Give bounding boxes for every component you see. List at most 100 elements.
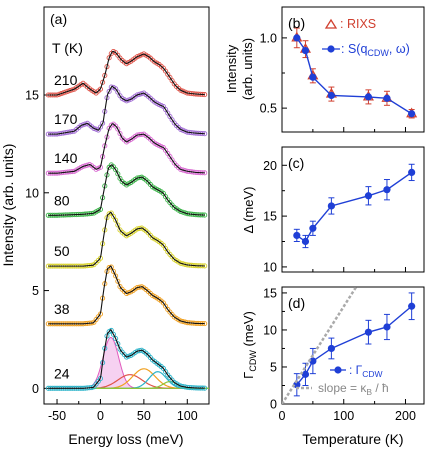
spectrum-point: [97, 124, 103, 130]
data-point: [408, 110, 416, 118]
spectrum-point: [108, 327, 114, 334]
panel-a-content: -50 0 50 100 0 5 10 15 210 170 140 80 50 38 24: [25, 48, 209, 423]
spectrum-point: [106, 88, 112, 95]
panel-d-xlabel: Temperature (K): [302, 431, 403, 447]
spectrum-fit-line: [48, 50, 205, 96]
ytick-label: 0.5: [260, 102, 277, 116]
spectrum-point: [60, 90, 67, 96]
panel-a-ylabel: Intensity (arb. units): [0, 144, 16, 267]
spectrum-point: [63, 89, 69, 95]
spectrum-point: [100, 120, 106, 126]
spectrum-point: [136, 91, 143, 97]
spectrum-point: [110, 268, 117, 274]
temperature-label: 140: [54, 150, 78, 166]
spectrum-point: [100, 79, 106, 85]
spectrum-point: [113, 273, 119, 279]
temperature-label: 210: [54, 72, 78, 88]
reference-line: [282, 287, 358, 404]
spectrum-point: [80, 163, 86, 169]
spectrum-point: [58, 90, 64, 97]
ytick-label: 20: [263, 159, 277, 173]
legend-gamma-marker: [334, 366, 342, 374]
spectrum-point: [178, 208, 184, 215]
ytick-label: 10: [263, 323, 277, 337]
plot-area: [282, 287, 416, 404]
panel-a-label: (a): [50, 11, 67, 27]
ytick-label: 0: [270, 398, 277, 412]
temperature-label: 50: [54, 243, 70, 259]
data-point: [301, 370, 310, 378]
spectrum-fit-line: [48, 85, 205, 135]
panel-d-frame: [281, 286, 425, 405]
legend-s-marker: [327, 45, 335, 53]
panel-d-label: (d): [288, 295, 305, 311]
data-point: [364, 192, 373, 200]
panel-d-legend: : ΓCDW slope = κB / ħ: [296, 363, 389, 397]
data-point: [327, 344, 335, 353]
panel-a-xtick-label: -50: [48, 409, 66, 423]
data-point: [383, 323, 391, 331]
spectrum-point: [113, 336, 119, 342]
data-point: [364, 93, 373, 101]
panel-a-xlabel: Energy loss (meV): [68, 431, 183, 447]
spectrum-point: [180, 209, 186, 215]
spectrum-point: [97, 86, 103, 92]
spectrum-point: [67, 88, 73, 94]
panel-c-label: (c): [288, 155, 304, 171]
panel-b-ylabel: Intensity(arb. units): [224, 38, 255, 100]
ytick-label: 1.0: [260, 31, 277, 45]
panel-b-legend: : RIXS : S(qCDW, ω): [322, 17, 410, 58]
ytick-label: 15: [263, 210, 277, 224]
data-point: [309, 73, 317, 81]
spectrum-point: [134, 92, 140, 98]
data-point: [293, 231, 301, 240]
spectrum-point: [115, 222, 121, 228]
data-point: [309, 357, 317, 365]
legend-gamma-label: : ΓCDW: [349, 363, 383, 379]
spectrum-point: [115, 278, 121, 284]
spectrum-point: [115, 89, 121, 95]
temperature-label: 24: [54, 365, 70, 381]
xtick-label: 200: [395, 409, 416, 423]
temperature-label: 38: [54, 301, 70, 317]
data-point: [327, 91, 335, 100]
component-fill-24k: [91, 337, 209, 389]
spectrum-point: [163, 106, 169, 113]
ytick-label: 15: [263, 286, 277, 300]
panel-c-content: 10 15 20: [263, 159, 416, 274]
panel-d-ylabel: ΓCDW (meV): [241, 311, 258, 379]
data-point: [301, 237, 310, 246]
temperature-label: 80: [54, 192, 70, 208]
panel-a-frame: [43, 6, 210, 405]
spectrum-point: [80, 122, 86, 128]
panel-a-ytick-label: 10: [25, 186, 39, 200]
legend-rixs-label: : RIXS: [340, 17, 376, 31]
spectrum-point: [110, 213, 117, 219]
panel-a-xtick-label: 50: [137, 409, 151, 423]
spectrum-point: [180, 167, 186, 173]
data-point: [408, 168, 416, 177]
spectrum-fit-line: [48, 265, 205, 325]
spectrum-point: [69, 87, 75, 93]
xtick-label: 100: [333, 409, 354, 423]
temperature-label: 170: [54, 111, 78, 127]
panel-a-ytick-label: 5: [32, 284, 39, 298]
data-point: [293, 381, 301, 389]
data-point: [383, 186, 391, 194]
data-point: [327, 202, 335, 210]
panel-b-content: 0.5 1.0: [260, 27, 418, 132]
spectrum-point: [56, 91, 62, 97]
plot-area: [291, 27, 418, 119]
ytick-label: 10: [263, 260, 277, 274]
data-point: [309, 224, 317, 232]
spectrum-point: [110, 331, 117, 337]
spectrum-point: [113, 167, 119, 173]
panel-a-ytick-label: 0: [32, 382, 39, 396]
panel-b-frame: [281, 6, 425, 133]
plot-area: [293, 163, 416, 249]
spectrum-fit-line: [48, 211, 205, 267]
panel-c-ylabel: Δ (meV): [241, 187, 256, 234]
panel-d-content: 0 100 200 0 5 10 15: [263, 286, 416, 423]
panel-a-ytick-label: 15: [25, 89, 39, 103]
panel-a-xtick-label: 100: [177, 409, 198, 423]
